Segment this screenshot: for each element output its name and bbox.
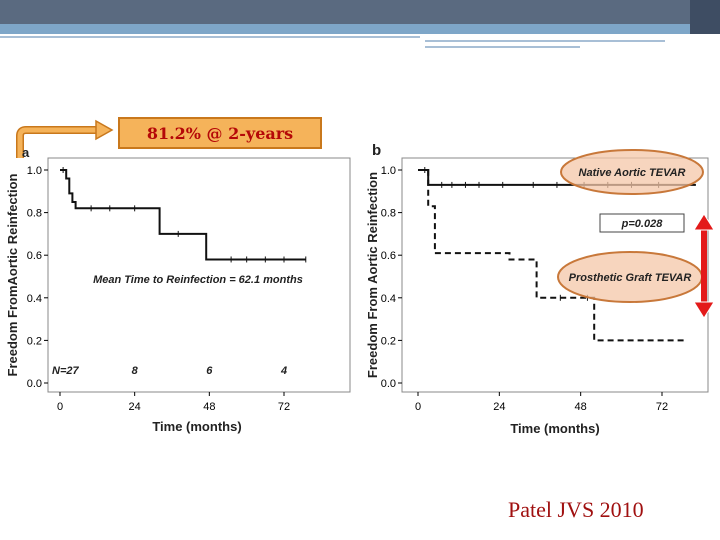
panel-a-annotation: Mean Time to Reinfection = 62.1 months [93, 274, 303, 286]
decorative-rule [425, 46, 580, 48]
title-bar-corner-block [690, 0, 720, 34]
y-tick-label: 0.6 [381, 250, 396, 262]
survival-callout-text: 81.2% @ 2-years [146, 123, 294, 143]
x-tick-label: 0 [415, 401, 421, 413]
y-tick-label: 0.8 [381, 208, 396, 220]
panel-a-frame [47, 157, 351, 393]
y-tick-label: 0.4 [27, 293, 42, 305]
panel-a-label: a [22, 145, 30, 160]
panel-a-x-axis-title: Time (months) [152, 419, 241, 434]
survival-curve-series-1 [60, 169, 306, 261]
panel-b-overlays: Native Aortic TEVAR Prosthetic Graft TEV… [557, 149, 715, 319]
panel-b-x-axis-title: Time (months) [510, 421, 599, 436]
y-tick-label: 0.0 [27, 378, 42, 390]
native-legend-ellipse [560, 149, 704, 195]
double-headed-arrow [693, 213, 715, 319]
y-tick-label: 0.4 [381, 293, 396, 305]
survival-callout: 81.2% @ 2-years [118, 117, 322, 149]
panel-a-y-axis-title: Freedom FromAortic Reinfection [5, 173, 20, 376]
y-tick-label: 0.6 [27, 250, 42, 262]
x-tick-label: 72 [656, 401, 668, 413]
y-tick-label: 0.8 [27, 208, 42, 220]
legend-native-aortic-tevar: Native Aortic TEVAR [579, 167, 686, 179]
y-tick-label: 1.0 [381, 165, 396, 177]
x-tick-label: 72 [278, 401, 290, 413]
decorative-rule [425, 40, 665, 42]
panel-a-at-risk-label: N=27 [52, 365, 79, 377]
x-tick-label: 48 [575, 401, 587, 413]
panel-b-label: b [372, 142, 381, 159]
decorative-rule [0, 36, 420, 38]
title-bar-accent-band [0, 24, 720, 34]
panel-a-at-risk-value: 6 [206, 365, 213, 377]
p-value-label: p=0.028 [621, 218, 664, 230]
survival-curve-series-2 [418, 169, 686, 342]
panel-a-at-risk-value: 4 [280, 365, 287, 377]
y-tick-label: 1.0 [27, 165, 42, 177]
y-tick-label: 0.2 [27, 335, 42, 347]
panel-b-y-axis-title: Freedom From Aortic Reinfection [365, 172, 380, 378]
chart-panel-a: a Freedom FromAortic Reinfection Time (m… [5, 145, 351, 434]
legend-prosthetic-graft-tevar: Prosthetic Graft TEVAR [569, 272, 692, 284]
citation-text: Patel JVS 2010 [508, 497, 644, 522]
x-tick-label: 48 [203, 401, 215, 413]
panel-a-at-risk-value: 8 [132, 365, 139, 377]
y-tick-label: 0.0 [381, 378, 396, 390]
x-tick-label: 24 [493, 401, 505, 413]
elbow-arrow [16, 119, 114, 158]
y-tick-label: 0.2 [381, 335, 396, 347]
p-value-box [599, 213, 685, 233]
x-tick-label: 24 [129, 401, 141, 413]
x-tick-label: 0 [57, 401, 63, 413]
title-bar-band [0, 0, 720, 24]
